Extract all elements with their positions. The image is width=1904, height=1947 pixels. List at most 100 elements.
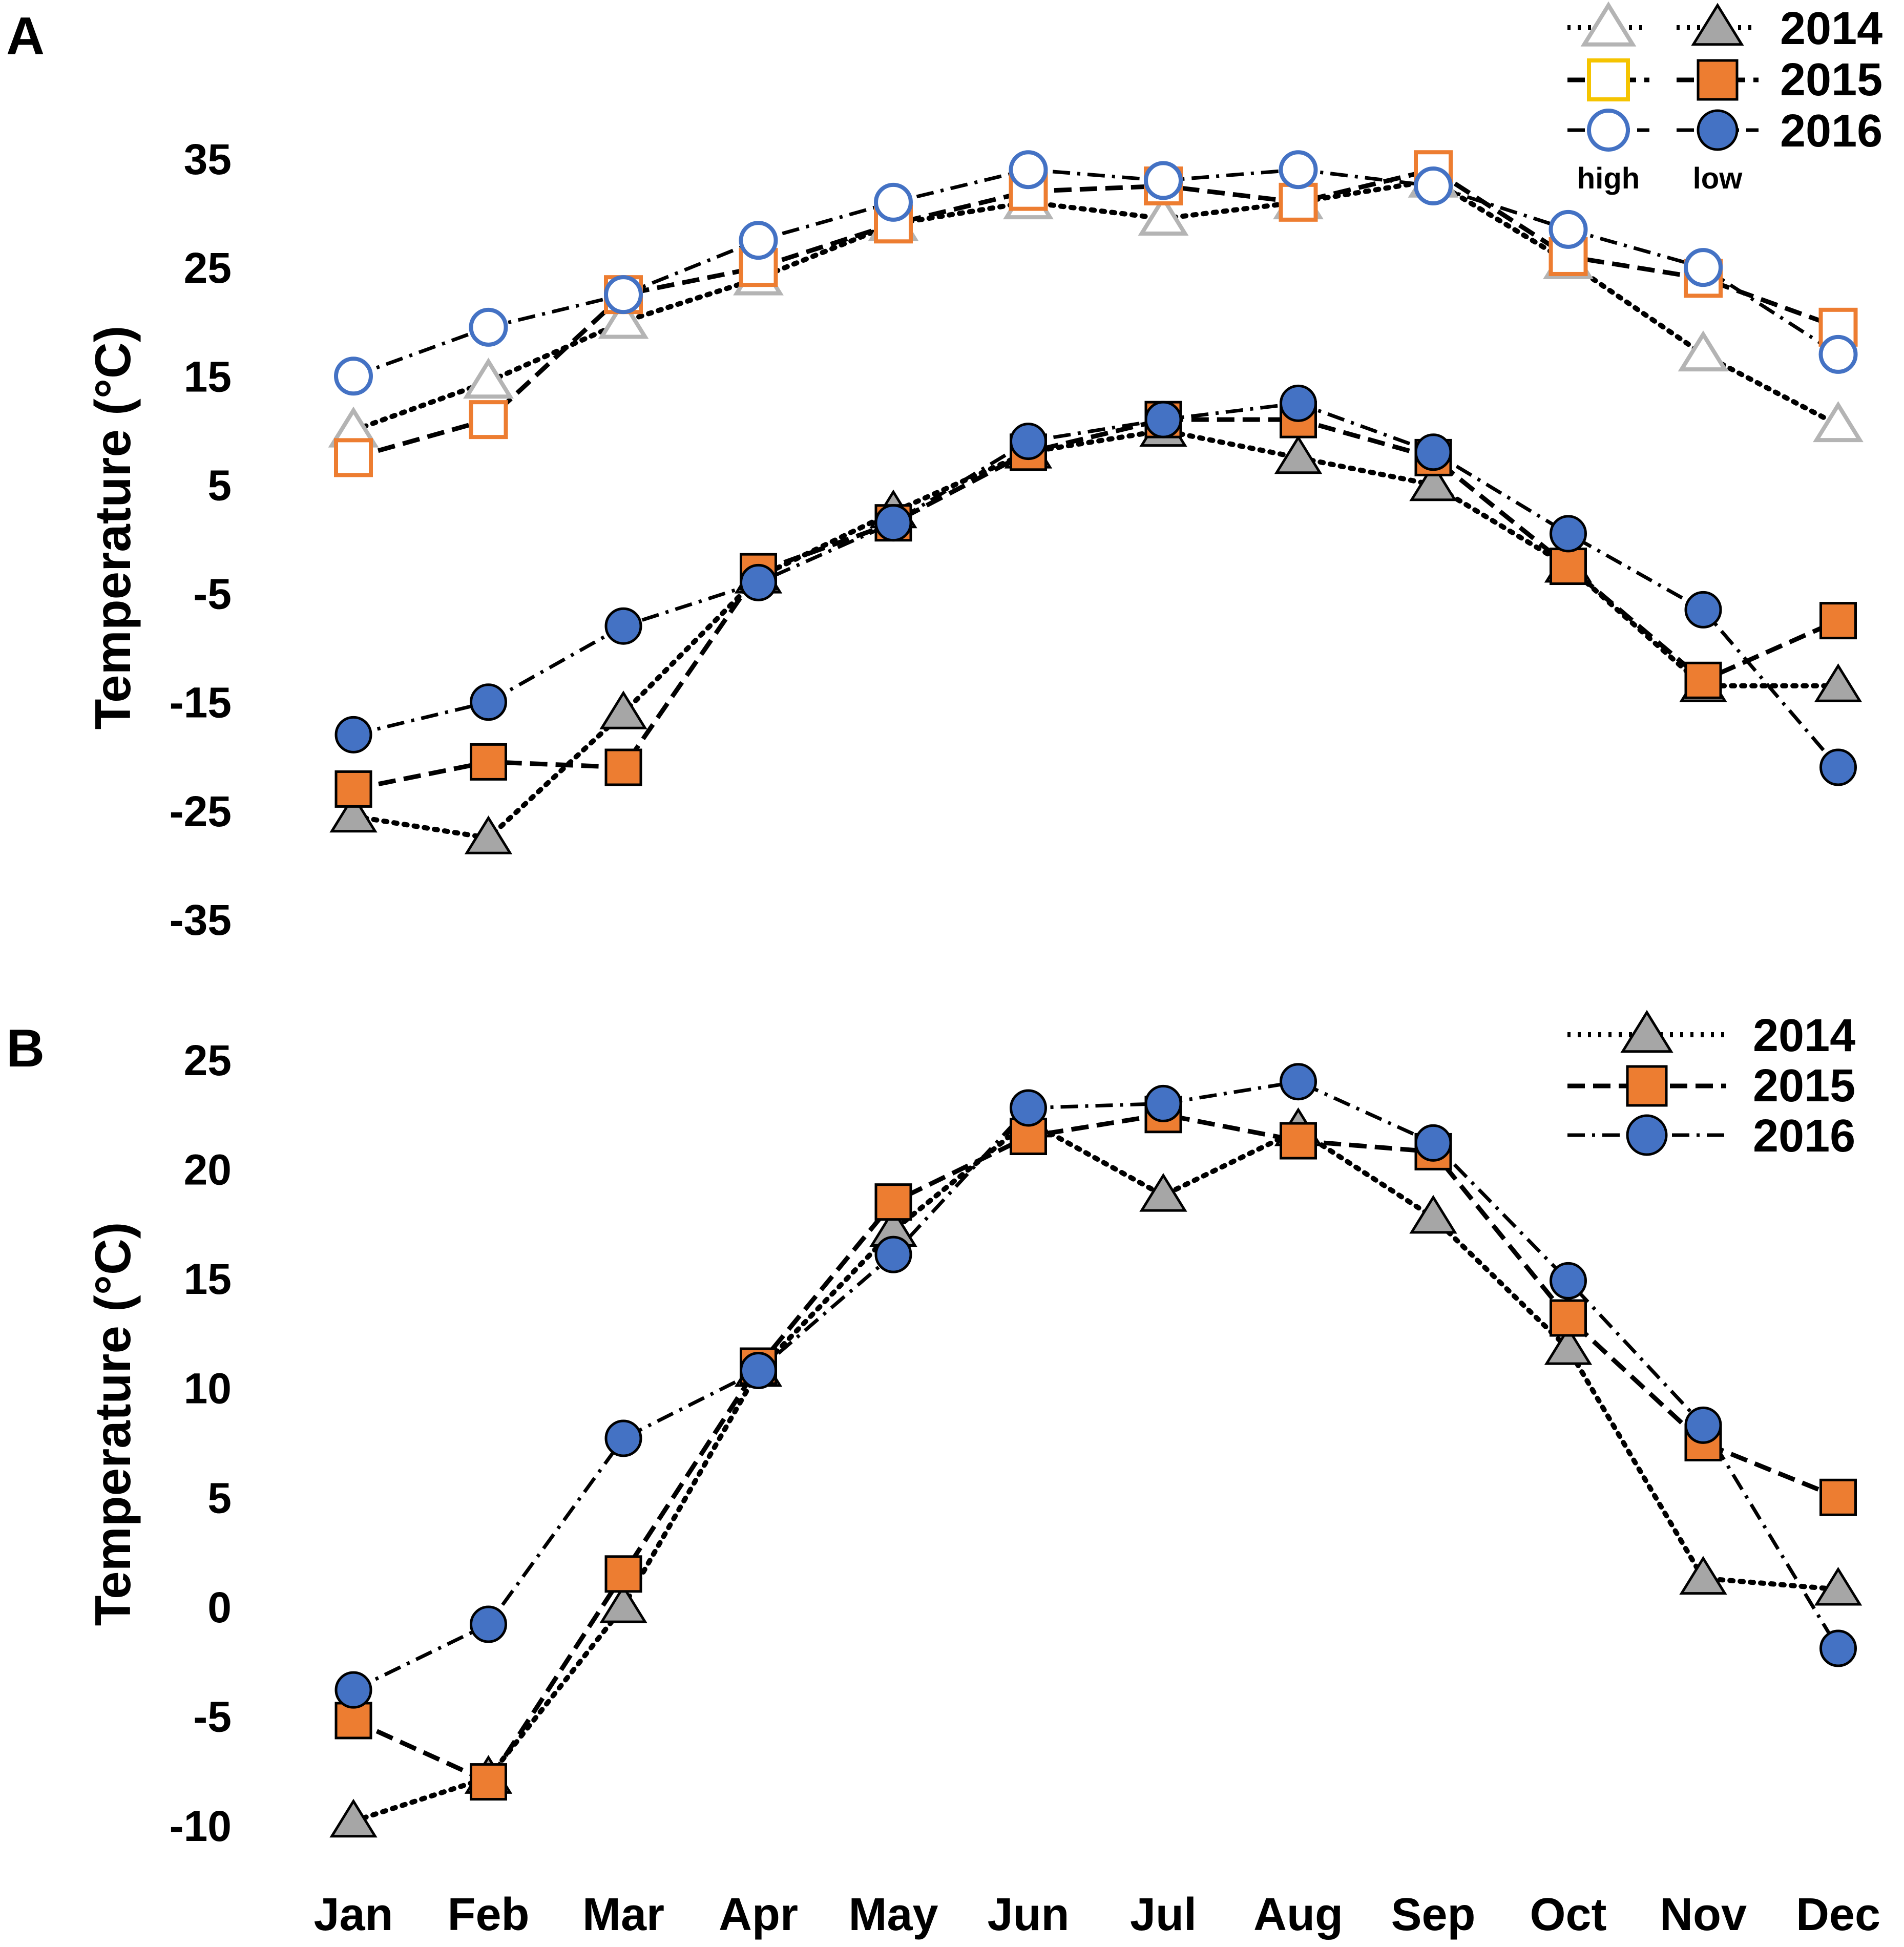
panel-b-point-2016-aug <box>1280 1063 1317 1101</box>
panel-a-point-2016-low-sep <box>1414 433 1452 471</box>
panel-a-point-2016-low-mar <box>604 607 642 645</box>
panel-a-point-2016-low-jun <box>1010 423 1047 460</box>
legend-b-label-2014: 2014 <box>1753 1010 1855 1061</box>
panel-a-line-2016-high <box>352 168 1839 378</box>
panel-b-point-2014-mar <box>599 1584 647 1623</box>
panel-b-legend: 2014 2015 2016 <box>1567 1010 1855 1162</box>
panel-a-point-2014-high-nov <box>1678 330 1729 372</box>
panel-a-line-2015-low <box>353 417 1839 791</box>
panel-b-point-2015-oct <box>1550 1299 1587 1337</box>
panel-b-y-tick-0: 0 <box>207 1583 232 1631</box>
panel-a-point-2015-low-nov <box>1684 661 1722 699</box>
panel-b-point-2015-jun <box>1010 1118 1047 1155</box>
panel-a-y-tick-15: 15 <box>184 352 232 401</box>
legend-a-label-2016: 2016 <box>1780 106 1882 157</box>
panel-a-point-2016-high-jan <box>334 357 373 396</box>
x-tick-feb: Feb <box>447 1889 529 1940</box>
panel-b-point-2016-sep <box>1414 1124 1452 1162</box>
panel-a-line-2015-high <box>352 167 1839 460</box>
panel-a-point-2014-low-dec <box>1814 663 1863 702</box>
panel-a-point-2016-high-apr <box>739 221 778 260</box>
legend-b-marker-2015 <box>1626 1065 1668 1107</box>
panel-a-point-2016-high-aug <box>1279 150 1318 190</box>
panel-b-point-2016-apr <box>740 1352 777 1390</box>
legend-high-label: high <box>1577 162 1640 195</box>
panel-b-point-2015-may <box>874 1183 912 1221</box>
panel-a-line-2014-high <box>351 178 1841 433</box>
panel-b-y-tick-15: 15 <box>184 1255 232 1303</box>
legend-a-marker-2016-high <box>1587 109 1630 152</box>
panel-a-series-lines <box>351 167 1841 841</box>
x-tick-nov: Nov <box>1660 1889 1747 1940</box>
panel-b-line-2014 <box>351 1118 1841 1824</box>
legend-b-marker-2016 <box>1626 1114 1668 1156</box>
panel-b-point-2016-nov <box>1684 1406 1722 1444</box>
x-tick-apr: Apr <box>719 1889 798 1940</box>
panel-b-series-lines <box>351 1080 1841 1824</box>
panel-a-point-2014-low-aug <box>1274 435 1323 474</box>
panel-a-point-2016-high-may <box>874 182 913 222</box>
panel-b-y-tick-10: 10 <box>184 1365 232 1413</box>
panel-a-point-2016-low-dec <box>1819 748 1857 786</box>
panel-a-label: A <box>6 7 45 66</box>
legend-a-marker-2014-low <box>1691 3 1744 46</box>
panel-a-point-2016-low-apr <box>740 563 777 601</box>
panel-a-point-2016-high-sep <box>1414 166 1453 206</box>
panel-a-point-2014-high-mar <box>598 298 649 339</box>
panel-a-y-tick-minus5: -5 <box>193 570 232 618</box>
panel-b-legend-samples <box>1567 1010 1726 1156</box>
panel-a-point-2015-high-jan <box>334 438 373 477</box>
panel-b-point-2015-jan <box>334 1702 372 1740</box>
x-tick-may: May <box>848 1889 938 1940</box>
panel-a-point-2016-high-mar <box>604 275 643 315</box>
panel-a-point-2016-high-feb <box>469 307 508 347</box>
panel-a-point-2016-low-feb <box>470 683 507 721</box>
panel-b-point-2016-dec <box>1819 1629 1857 1667</box>
panel-b-point-2014-sep <box>1409 1195 1457 1234</box>
x-tick-jan: Jan <box>313 1889 393 1940</box>
panel-b-point-2016-jun <box>1010 1089 1047 1127</box>
panel-b-point-2016-mar <box>604 1419 642 1457</box>
x-tick-jul: Jul <box>1130 1889 1197 1940</box>
panel-a-y-tick-minus25: -25 <box>170 787 232 835</box>
panel-b-series-markers <box>329 1063 1863 1838</box>
legend-a-marker-2015-low <box>1697 59 1739 101</box>
x-tick-labels: Jan Feb Mar Apr May Jun Jul Aug Sep Oct Nov Dec <box>313 1889 1880 1940</box>
legend-a-marker-2016-low <box>1697 109 1739 151</box>
panel-a-point-2015-low-feb <box>470 743 507 781</box>
x-tick-jun: Jun <box>987 1889 1069 1940</box>
panel-a-y-axis-title: Temperature (°C) <box>85 326 141 730</box>
panel-a-y-tick-35: 35 <box>184 135 232 183</box>
panel-a-point-2016-high-dec <box>1818 334 1858 374</box>
panel-a-point-2014-low-mar <box>599 690 647 729</box>
panel-a-point-2016-low-aug <box>1280 384 1317 422</box>
panel-b-y-tick-25: 25 <box>184 1036 232 1084</box>
panel-b-point-2014-nov <box>1679 1556 1727 1595</box>
panel-a-point-2015-low-jan <box>334 770 372 808</box>
panel-a-series-markers <box>328 150 1864 854</box>
panel-a-point-2014-low-sep <box>1409 462 1457 501</box>
panel-a-y-tick-minus15: -15 <box>170 679 232 727</box>
panel-b-label: B <box>6 1019 45 1078</box>
panel-b-point-2014-jul <box>1139 1173 1187 1212</box>
panel-a-point-2014-high-jul <box>1138 194 1189 236</box>
panel-b-point-2016-jul <box>1144 1084 1182 1122</box>
panel-a-line-2014-low <box>351 428 1841 841</box>
panel-b-point-2015-aug <box>1280 1122 1317 1160</box>
panel-b-y-tick-minus5: -5 <box>193 1692 232 1741</box>
panel-b-y-tick-5: 5 <box>207 1474 232 1522</box>
panel-a-y-tick-minus35: -35 <box>170 896 232 944</box>
panel-a-point-2016-low-jul <box>1144 401 1182 438</box>
x-tick-dec: Dec <box>1796 1889 1880 1940</box>
panel-b-y-tick-labels: 25 20 15 10 5 0 -5 -10 <box>170 1036 232 1850</box>
panel-a-point-2016-low-oct <box>1550 515 1587 553</box>
panel-b-point-2014-oct <box>1544 1326 1593 1365</box>
x-tick-mar: Mar <box>582 1889 664 1940</box>
legend-b-label-2016: 2016 <box>1753 1111 1855 1162</box>
panel-a-point-2014-high-feb <box>463 358 514 399</box>
panel-a-point-2016-low-nov <box>1684 591 1722 629</box>
legend-a-label-2015: 2015 <box>1780 54 1882 106</box>
panel-b-point-2015-feb <box>470 1763 507 1801</box>
